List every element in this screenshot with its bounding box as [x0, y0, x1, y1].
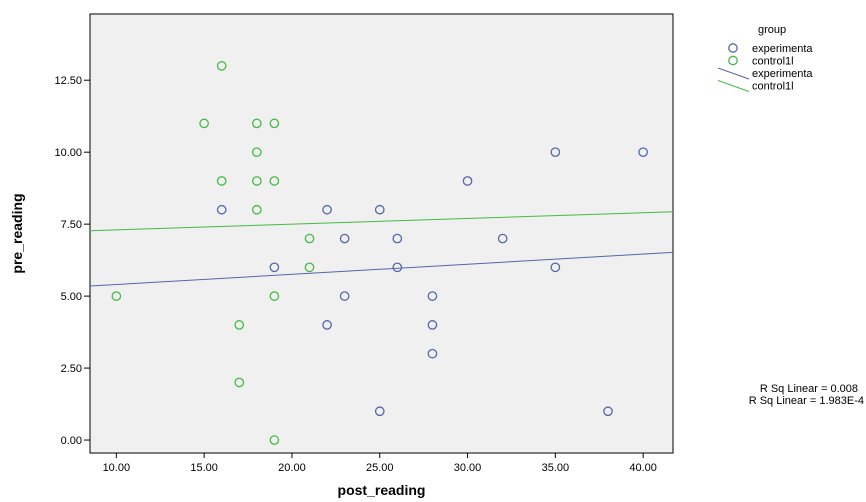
data-point [638, 147, 648, 158]
data-point [269, 435, 280, 445]
data-point [497, 233, 508, 244]
data-point [374, 406, 385, 417]
y-tick-label: 5.00 [61, 291, 82, 303]
x-tick-label: 40.00 [629, 462, 657, 474]
data-point [550, 147, 561, 158]
legend-label: experimenta [752, 68, 813, 80]
data-point [269, 118, 280, 129]
plot-area [89, 13, 674, 454]
data-point [216, 60, 227, 71]
data-point [550, 262, 561, 273]
x-axis-title: post_reading [338, 482, 426, 498]
r-squared-label: R Sq Linear = 0.008 [760, 383, 858, 395]
x-tick-label: 15.00 [190, 462, 218, 474]
data-point [234, 320, 245, 330]
y-tick-label: 10.00 [54, 147, 82, 159]
data-point [603, 406, 613, 417]
x-tick-label: 35.00 [542, 462, 570, 474]
x-tick-label: 25.00 [366, 462, 394, 474]
x-axis: 10.00 15.00 20.00 25.00 30.00 35.00 40.00 [103, 453, 657, 474]
data-point [216, 176, 227, 186]
data-point [251, 204, 262, 215]
data-point [199, 118, 209, 129]
data-point [111, 291, 122, 301]
data-point [392, 233, 403, 244]
legend-label: control1l [752, 56, 794, 68]
legend: group experimentacontrol1lexperimentacon… [717, 24, 813, 93]
data-point [427, 291, 438, 301]
legend-marker [728, 55, 738, 66]
x-tick-label: 10.00 [103, 462, 131, 474]
data-point [304, 233, 315, 244]
data-point [251, 147, 262, 158]
x-tick-label: 30.00 [454, 462, 482, 474]
data-point [322, 204, 332, 215]
y-axis: 0.00 2.50 5.00 7.50 10.00 12.50 [54, 75, 90, 447]
legend-label: experimenta [752, 43, 813, 55]
data-point [427, 348, 438, 359]
data-point [339, 291, 350, 301]
y-tick-label: 7.50 [61, 219, 82, 231]
data-point [234, 377, 245, 388]
fit-line [89, 211, 674, 232]
legend-title: group [758, 24, 786, 36]
y-tick-label: 0.00 [61, 435, 82, 447]
fit-lines [89, 211, 674, 287]
data-point [304, 262, 315, 273]
data-point [216, 204, 227, 215]
r-squared-annotations: R Sq Linear = 0.008 R Sq Linear = 1.983E… [749, 383, 864, 407]
y-tick-label: 12.50 [54, 75, 82, 87]
data-point [251, 118, 262, 129]
legend-marker [728, 43, 738, 53]
legend-label: control1l [752, 81, 794, 93]
data-point [269, 291, 280, 301]
y-axis-title: pre_reading [9, 193, 25, 273]
r-squared-label: R Sq Linear = 1.983E-4 [749, 395, 864, 407]
data-point [427, 320, 438, 330]
data-point [269, 262, 280, 273]
data-point [392, 262, 403, 273]
data-point [339, 233, 350, 244]
data-point [322, 320, 332, 330]
fit-line [89, 251, 674, 287]
data-point [374, 204, 385, 215]
x-tick-label: 20.00 [278, 462, 306, 474]
data-points [111, 60, 648, 445]
data-point [462, 176, 473, 186]
data-point [269, 176, 280, 186]
data-point [251, 176, 262, 186]
legend-line [717, 67, 750, 80]
y-tick-label: 2.50 [61, 363, 82, 375]
legend-line [717, 80, 750, 92]
